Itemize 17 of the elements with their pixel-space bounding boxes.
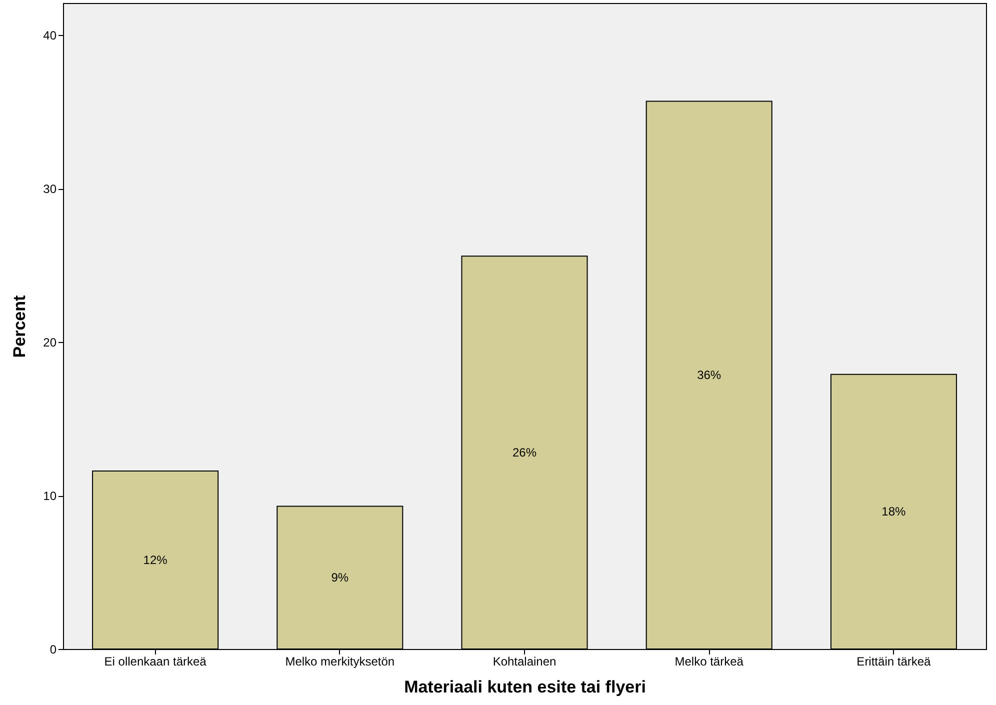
x-tick-label: Melko merkityksetön <box>285 654 395 668</box>
y-axis-title: Percent <box>10 294 30 358</box>
data-label: 26% <box>512 446 537 460</box>
x-axis-title: Materiaali kuten esite tai flyeri <box>404 678 646 696</box>
y-tick-label: 10 <box>43 489 57 504</box>
data-label: 18% <box>882 504 906 519</box>
x-tick-label: Kohtalainen <box>492 654 556 668</box>
data-label: 9% <box>331 570 349 585</box>
x-tick-label: Melko tärkeä <box>674 654 744 668</box>
y-tick-label: 40 <box>43 28 57 43</box>
y-tick-label: 20 <box>43 336 57 350</box>
data-label: 12% <box>143 553 168 567</box>
y-tick-label: 0 <box>50 642 57 656</box>
data-label: 36% <box>697 368 722 382</box>
x-tick-label: Ei ollenkaan tärkeä <box>104 654 207 668</box>
x-tick-label: Erittäin tärkeä <box>856 654 932 668</box>
y-tick-label: 30 <box>43 182 57 196</box>
